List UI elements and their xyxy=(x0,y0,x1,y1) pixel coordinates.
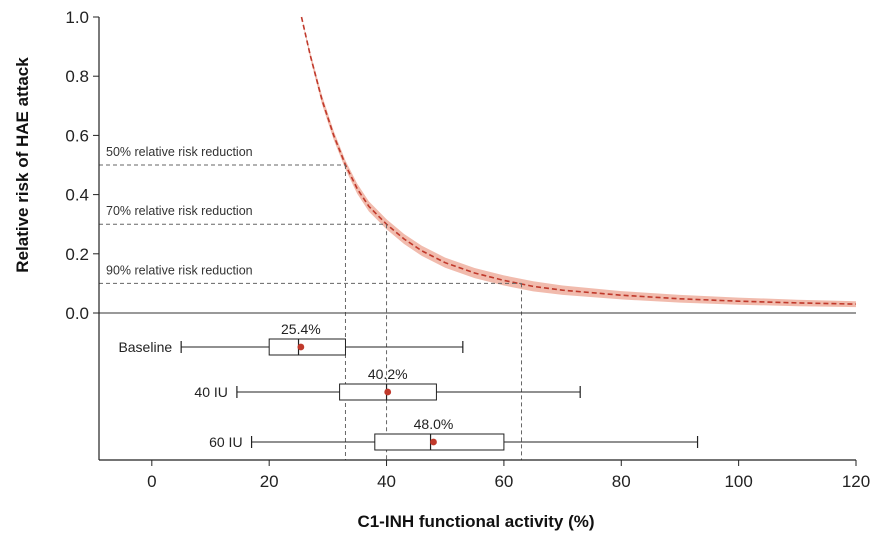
x-axis-title: C1-INH functional activity (%) xyxy=(357,512,594,531)
reference-label-2: 70% relative risk reduction xyxy=(106,204,253,218)
y-tick-label: 0.8 xyxy=(65,67,89,86)
reference-label-3: 90% relative risk reduction xyxy=(106,263,253,277)
y-tick-label: 0.0 xyxy=(65,304,89,323)
reference-label-1: 50% relative risk reduction xyxy=(106,145,253,159)
boxplot-label: Baseline xyxy=(118,339,172,355)
boxplot-box xyxy=(268,338,346,356)
x-tick-label: 120 xyxy=(842,472,870,491)
boxplot-box xyxy=(374,433,505,451)
boxplot-mean-marker xyxy=(430,438,437,446)
y-tick-label: 0.6 xyxy=(65,126,89,145)
x-tick-label: 100 xyxy=(724,472,752,491)
risk-confidence-band xyxy=(301,17,856,308)
plot-layer: 50% relative risk reduction 70% relative … xyxy=(99,16,857,460)
x-tick-label: 0 xyxy=(147,472,156,491)
y-tick-label: 0.4 xyxy=(65,186,89,205)
x-tick-label: 60 xyxy=(494,472,513,491)
y-tick-label: 0.2 xyxy=(65,245,89,264)
y-axis-title: Relative risk of HAE attack xyxy=(13,57,32,273)
x-tick-label: 40 xyxy=(377,472,396,491)
boxplot-label: 40 IU xyxy=(194,384,227,400)
boxplot-3: 60 IU 48.0% xyxy=(209,416,699,451)
x-tick-label: 20 xyxy=(260,472,279,491)
axes-layer: 0.0 0.2 0.4 0.6 0.8 1.0 0 20 40 60 80 100 120 xyxy=(65,8,870,491)
boxplot-mean-label: 25.4% xyxy=(281,321,321,337)
boxplot-label: 60 IU xyxy=(209,434,242,450)
risk-curve-line xyxy=(300,16,857,305)
boxplot-mean-marker xyxy=(297,343,305,351)
x-tick-label: 80 xyxy=(612,472,631,491)
boxplot-1: Baseline 25.4% xyxy=(118,321,464,356)
boxplot-mean-marker xyxy=(384,388,392,396)
boxplot-2: 40 IU 40.2% xyxy=(194,366,581,401)
y-tick-label: 1.0 xyxy=(65,8,89,27)
boxplot-mean-label: 40.2% xyxy=(368,366,408,382)
boxplot-mean-label: 48.0% xyxy=(414,416,454,432)
